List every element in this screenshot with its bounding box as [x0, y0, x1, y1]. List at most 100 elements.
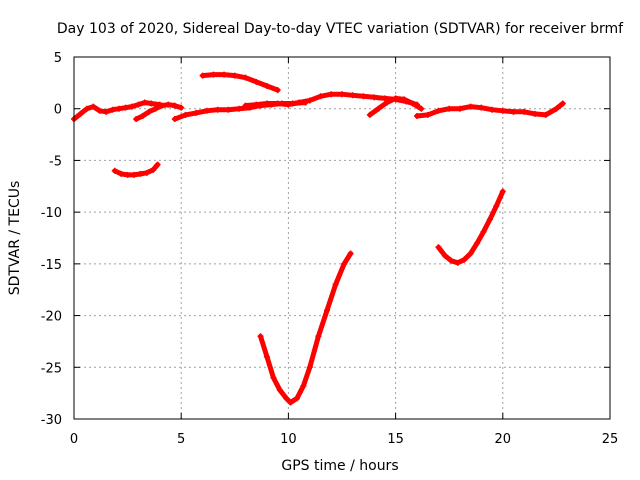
data-point: [366, 111, 373, 118]
data-point: [146, 108, 153, 115]
y-tick-label: -10: [41, 206, 62, 221]
data-point: [300, 382, 307, 389]
data-point: [135, 101, 142, 108]
chart-title: Day 103 of 2020, Sidereal Day-to-day VTE…: [57, 21, 624, 37]
data-point: [409, 100, 416, 107]
data-point: [349, 92, 356, 99]
data-point: [118, 170, 125, 177]
data-point: [454, 259, 461, 266]
y-tick-label: -30: [41, 413, 62, 428]
data-point: [553, 105, 560, 112]
data-point: [131, 171, 138, 178]
data-point: [480, 228, 487, 235]
data-point: [90, 103, 97, 110]
data-point: [456, 105, 463, 112]
plot-frame: [73, 56, 611, 420]
data-point: [225, 106, 232, 113]
data-point: [499, 188, 506, 195]
data-point: [323, 307, 330, 314]
data-point: [418, 105, 425, 112]
data-point: [96, 107, 103, 114]
series-arc-8: [258, 251, 354, 405]
x-tick-label: 15: [387, 432, 404, 447]
data-point: [306, 364, 313, 371]
data-point: [154, 161, 161, 168]
data-point: [435, 107, 442, 114]
data-point: [381, 95, 388, 102]
data-point: [296, 99, 303, 106]
data-point: [542, 111, 549, 118]
data-point: [287, 399, 294, 406]
x-tick-label: 10: [280, 432, 297, 447]
data-point: [486, 216, 493, 223]
data-point: [347, 250, 354, 257]
data-point: [276, 387, 283, 394]
data-point: [242, 102, 249, 109]
data-point: [499, 107, 506, 114]
data-point: [489, 106, 496, 113]
tick-layer: 0 5 10 15 20 25 -30 -25 -20 -15 -10 -5 0 5: [41, 51, 619, 447]
data-point: [315, 333, 322, 340]
data-point: [253, 101, 260, 108]
x-tick-label: 0: [70, 432, 78, 447]
data-point: [446, 105, 453, 112]
data-point: [124, 171, 131, 178]
data-point: [441, 252, 448, 259]
data-point: [152, 105, 159, 112]
data-point: [371, 94, 378, 101]
data-point: [231, 72, 238, 79]
data-point: [293, 395, 300, 402]
data-point: [178, 104, 185, 111]
data-point: [414, 112, 421, 119]
data-point: [103, 108, 110, 115]
x-tick-label: 20: [495, 432, 512, 447]
data-point: [137, 170, 144, 177]
data-point: [332, 281, 339, 288]
y-tick-label: -15: [41, 258, 62, 273]
data-point: [467, 103, 474, 110]
x-axis-label: GPS time / hours: [281, 458, 398, 474]
data-point: [171, 116, 178, 123]
data-point: [128, 103, 135, 110]
data-point: [214, 106, 221, 113]
data-point: [461, 256, 468, 263]
data-point: [203, 107, 210, 114]
data-point: [559, 100, 566, 107]
data-point: [274, 100, 281, 107]
x-tick-label: 25: [602, 432, 619, 447]
data-point: [283, 395, 290, 402]
data-point: [384, 99, 391, 106]
data-point: [270, 374, 277, 381]
data-point: [531, 110, 538, 117]
data-point: [171, 102, 178, 109]
data-point: [242, 74, 249, 81]
y-tick-label: -5: [49, 154, 62, 169]
data-point: [339, 91, 345, 98]
data-point: [148, 100, 155, 107]
data-point: [263, 100, 270, 107]
data-point: [424, 111, 431, 118]
data-point: [236, 105, 243, 112]
data-point: [139, 112, 146, 119]
data-point: [401, 96, 408, 103]
x-tick-label: 5: [177, 432, 185, 447]
data-point: [182, 111, 189, 118]
data-point: [263, 82, 270, 89]
data-point: [306, 97, 313, 104]
data-point: [493, 202, 500, 209]
data-point: [143, 169, 150, 176]
data-point: [510, 108, 517, 115]
data-point: [109, 106, 116, 113]
data-point: [478, 104, 485, 111]
data-point: [111, 167, 118, 174]
data-point: [193, 109, 200, 116]
data-point: [199, 72, 206, 79]
y-tick-label: 5: [54, 51, 62, 66]
data-point: [133, 116, 140, 123]
data-point: [253, 78, 260, 85]
y-tick-label: -25: [41, 361, 62, 376]
y-tick-label: 0: [54, 103, 62, 118]
data-point: [263, 353, 270, 360]
y-axis-label: SDTVAR / TECUs: [7, 181, 23, 296]
